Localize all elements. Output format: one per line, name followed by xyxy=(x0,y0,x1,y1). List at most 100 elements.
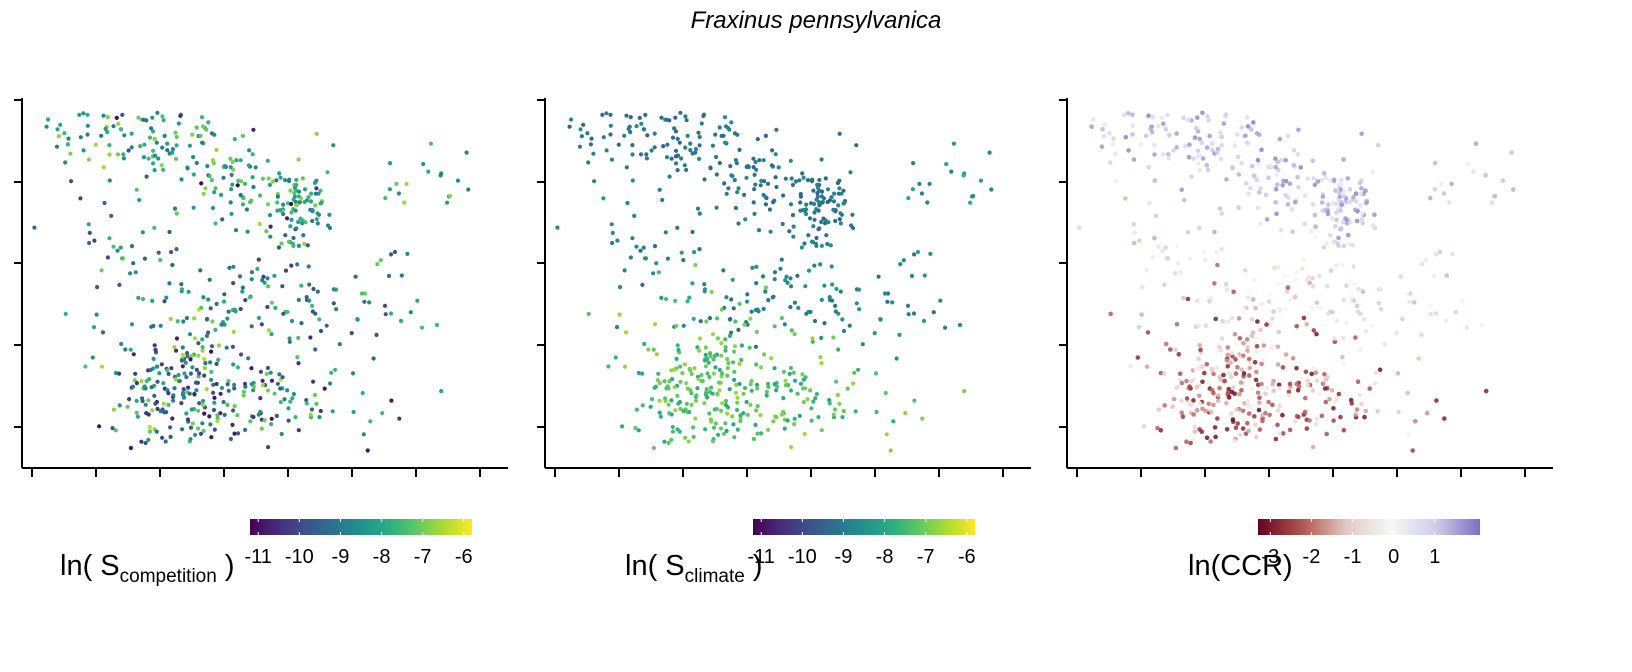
scatter-point xyxy=(1243,133,1248,139)
scatter-point xyxy=(1195,161,1201,166)
scatter-point xyxy=(95,285,100,290)
scatter-point xyxy=(260,383,265,388)
scatter-point xyxy=(150,298,155,303)
scatter-point xyxy=(757,158,762,163)
scatter-point xyxy=(922,273,927,278)
scatter-point xyxy=(1359,401,1364,407)
scatter-point xyxy=(1433,252,1439,257)
scatter-point xyxy=(174,211,179,216)
scatter-point xyxy=(751,200,756,205)
scatter-point xyxy=(1432,160,1438,166)
scatter-point xyxy=(1411,300,1417,305)
scatter-point xyxy=(769,163,774,168)
scatter-point xyxy=(642,341,647,347)
scatter-point xyxy=(1198,347,1203,353)
scatter-point xyxy=(579,134,585,139)
scatter-point xyxy=(1407,299,1412,305)
scatter-point xyxy=(1162,282,1167,288)
scatter-point xyxy=(1370,223,1376,228)
scatter-point xyxy=(832,191,837,196)
scatter-point xyxy=(1200,156,1206,161)
scatter-point xyxy=(1360,289,1366,294)
scatter-point xyxy=(669,412,674,417)
scatter-point xyxy=(696,377,701,382)
scatter-point xyxy=(1257,132,1262,138)
scatter-point xyxy=(1137,238,1142,243)
scatter-point xyxy=(1353,335,1358,340)
scatter-point xyxy=(665,384,670,389)
scatter-point xyxy=(327,212,332,217)
scatter-point xyxy=(1221,121,1227,126)
scatter-point xyxy=(119,256,124,261)
scatter-point xyxy=(645,133,650,138)
scatter-point xyxy=(293,208,298,213)
scatter-point xyxy=(1375,409,1380,414)
scatter-point xyxy=(949,169,954,174)
scatter-point xyxy=(1302,221,1307,227)
scatter-point xyxy=(1219,143,1224,148)
scatter-point xyxy=(791,224,796,229)
scatter-point xyxy=(1275,362,1281,367)
scatter-point xyxy=(1330,309,1335,315)
colorbar-tick-label: -7 xyxy=(917,546,935,568)
scatter-point xyxy=(1245,124,1251,129)
scatter-point xyxy=(1252,360,1258,365)
scatter-point xyxy=(1341,157,1346,162)
scatter-point xyxy=(1276,386,1282,391)
scatter-point xyxy=(1185,230,1191,235)
scatter-point xyxy=(308,199,314,204)
scatter-point xyxy=(675,225,680,230)
scatter-point xyxy=(101,165,106,170)
scatter-point xyxy=(1217,385,1222,391)
scatter-point xyxy=(989,187,994,192)
scatter-point xyxy=(785,418,790,423)
scatter-point xyxy=(1223,113,1228,119)
scatter-point xyxy=(1355,379,1361,385)
scatter-point xyxy=(1376,142,1381,148)
scatter-point xyxy=(1301,257,1307,262)
scatter-point xyxy=(1258,186,1263,191)
scatter-point xyxy=(116,121,121,126)
scatter-point xyxy=(187,439,192,444)
scatter-point xyxy=(1347,241,1352,247)
scatter-point xyxy=(1256,407,1262,413)
scatter-point xyxy=(707,411,712,416)
scatter-point xyxy=(204,333,209,338)
scatter-point xyxy=(1334,217,1339,223)
scatter-point xyxy=(808,388,813,393)
scatter-point xyxy=(1236,316,1242,321)
scatter-point xyxy=(187,332,193,337)
scatter-point xyxy=(1255,157,1261,163)
scatter-point xyxy=(578,127,583,132)
scatter-point xyxy=(1226,394,1232,400)
scatter-point xyxy=(719,426,724,431)
scatter-point xyxy=(1338,414,1343,420)
scatter-point xyxy=(389,398,394,403)
scatter-point xyxy=(209,349,214,354)
scatter-point xyxy=(1205,167,1211,173)
scatter-point xyxy=(758,365,764,370)
scatter-point xyxy=(114,115,119,120)
scatter-point xyxy=(938,298,943,303)
scatter-point xyxy=(160,114,165,119)
scatter-point xyxy=(812,263,817,268)
legend-competition: ln( Scompetition ) -11 -10 -9 -8 -7 -6 xyxy=(60,519,473,587)
scatter-point xyxy=(1208,439,1213,444)
scatter-point xyxy=(673,115,678,120)
scatter-point xyxy=(1273,200,1278,205)
colorbar-tick-label: -10 xyxy=(788,546,817,568)
scatter-point xyxy=(961,173,966,178)
scatter-point xyxy=(1310,276,1315,281)
scatter-point xyxy=(833,218,838,224)
scatter-point xyxy=(1191,437,1196,443)
scatter-point xyxy=(734,390,739,395)
scatter-point xyxy=(1230,417,1236,422)
scatter-point xyxy=(1351,264,1356,269)
scatter-point xyxy=(286,406,291,411)
scatter-point xyxy=(242,181,248,186)
scatter-point xyxy=(164,410,169,415)
scatter-point xyxy=(1270,382,1275,387)
scatter-point xyxy=(1211,402,1216,408)
scatter-point xyxy=(262,418,267,423)
scatter-point xyxy=(675,393,680,398)
